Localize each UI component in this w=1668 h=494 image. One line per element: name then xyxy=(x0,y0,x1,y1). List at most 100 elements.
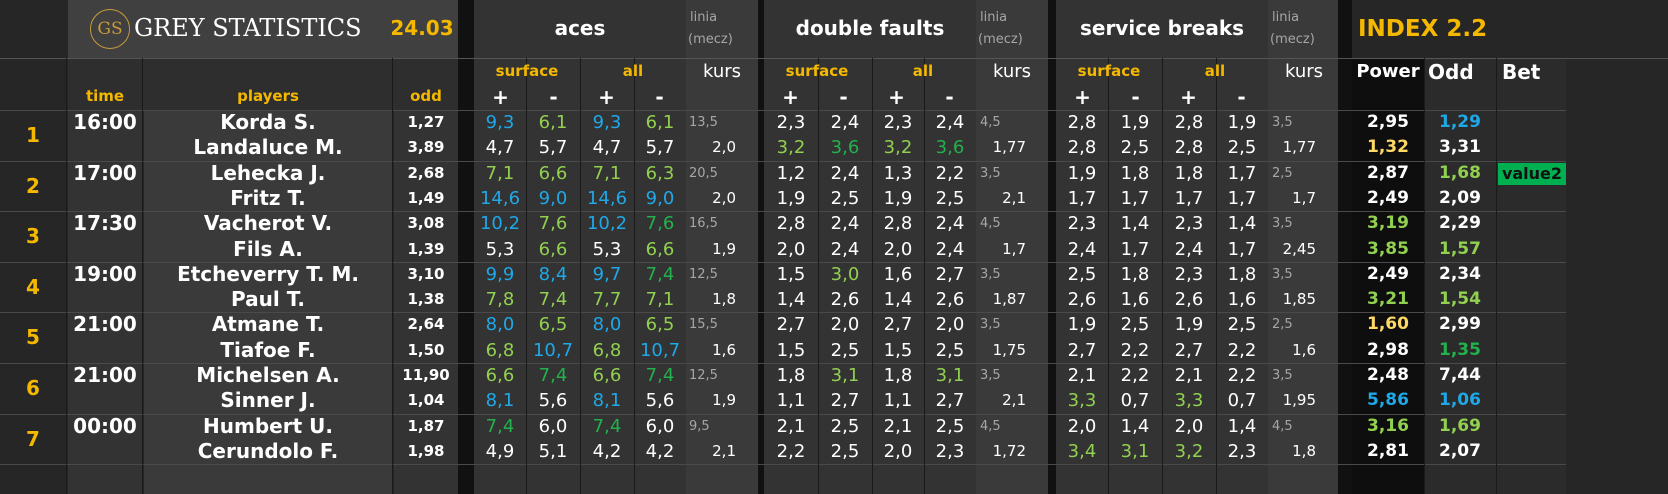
df-value: 1,8 xyxy=(776,365,806,386)
aces-value: 5,6 xyxy=(645,390,675,412)
gap-col xyxy=(1048,0,1056,494)
gap-col xyxy=(1338,0,1352,494)
sb-value: 1,4 xyxy=(1227,213,1257,235)
sb-value: 2,3 xyxy=(1227,440,1257,462)
sb-value: 2,3 xyxy=(1174,213,1204,235)
sb-value: 1,4 xyxy=(1120,213,1150,235)
match-time: 00:00 xyxy=(73,413,137,438)
players-col xyxy=(144,110,392,494)
aces-value: 9,3 xyxy=(592,112,622,133)
df-line: 3,5 xyxy=(980,317,1001,333)
col-divider xyxy=(66,58,67,494)
time-col xyxy=(68,110,142,494)
sb-value: 2,1 xyxy=(1174,365,1204,386)
value-badge-bg xyxy=(1498,162,1566,185)
df-minus-label: - xyxy=(945,85,954,109)
aces-value: 4,2 xyxy=(645,440,675,462)
df-plus-label: + xyxy=(782,85,799,109)
df-value: 2,1 xyxy=(883,415,913,437)
index-odd-value: 2,09 xyxy=(1439,187,1481,208)
aces-value: 6,6 xyxy=(645,238,675,260)
bet-label: Bet xyxy=(1502,60,1541,84)
sb-value: 1,7 xyxy=(1067,187,1097,209)
sb-line: 2,5 xyxy=(1272,165,1293,181)
sb-value: 1,4 xyxy=(1227,415,1257,437)
player-name: Cerundolo F. xyxy=(197,438,339,463)
col-divider xyxy=(634,58,635,494)
sb-line: 3,5 xyxy=(1272,266,1293,282)
aces-value: 5,6 xyxy=(538,390,568,412)
col-divider xyxy=(818,58,819,494)
aces-value: 6,6 xyxy=(592,365,622,386)
df-value: 2,5 xyxy=(830,187,860,209)
df-value: 2,5 xyxy=(830,440,860,462)
player-odd: 3,10 xyxy=(407,264,445,283)
sb-value: 1,7 xyxy=(1120,238,1150,260)
aces-surface-label: surface xyxy=(495,62,559,80)
sb-value: 1,8 xyxy=(1174,162,1204,184)
aces-value: 8,1 xyxy=(485,390,515,412)
aces-value: 7,6 xyxy=(538,213,568,235)
df-value: 2,7 xyxy=(883,314,913,336)
power-value: 3,85 xyxy=(1367,238,1409,259)
sb-value: 2,0 xyxy=(1174,415,1204,437)
row-divider xyxy=(0,464,1566,466)
col-divider xyxy=(580,58,581,494)
player-name: Lehecka J. xyxy=(210,160,326,185)
sb-value: 2,5 xyxy=(1227,314,1257,336)
row-divider xyxy=(0,110,1566,111)
col-divider xyxy=(872,58,873,494)
sb-value: 1,7 xyxy=(1120,187,1150,209)
match-number: 7 xyxy=(26,426,40,451)
df-line: 4,5 xyxy=(980,216,1001,232)
power-value: 2,49 xyxy=(1367,187,1409,208)
sb-value: 2,4 xyxy=(1174,238,1204,260)
players-label: players xyxy=(237,87,299,105)
df-value: 1,1 xyxy=(776,390,806,412)
linia-label: linia xyxy=(690,10,718,25)
sb-kurs-col xyxy=(1268,0,1338,494)
index-odd-value: 1,57 xyxy=(1439,238,1481,259)
df-value: 2,0 xyxy=(883,440,913,462)
power-value: 3,21 xyxy=(1367,289,1409,310)
sb-kurs: 1,85 xyxy=(1282,290,1316,309)
player-odd: 3,89 xyxy=(407,138,445,157)
col-divider xyxy=(1216,58,1217,494)
player-odd: 1,04 xyxy=(407,391,445,410)
df-kurs: 2,1 xyxy=(1002,391,1026,410)
mecz-label: (mecz) xyxy=(978,32,1023,47)
aces-value: 9,7 xyxy=(592,263,622,285)
index-odd-value: 2,99 xyxy=(1439,314,1481,335)
aces-value: 7,4 xyxy=(538,289,568,311)
df-value: 2,4 xyxy=(935,213,965,235)
player-name: Vacherot V. xyxy=(203,211,333,236)
sb-value: 1,9 xyxy=(1174,314,1204,336)
sb-value: 2,5 xyxy=(1120,137,1150,159)
df-value: 2,6 xyxy=(830,289,860,311)
player-odd: 11,90 xyxy=(402,366,450,384)
logo-mark: GS xyxy=(90,9,130,49)
df-value: 1,5 xyxy=(883,339,913,361)
sb-plus-label: + xyxy=(1180,85,1197,109)
odd-label: odd xyxy=(410,87,442,105)
aces-minus-label: - xyxy=(655,85,664,109)
df-line: 3,5 xyxy=(980,368,1001,383)
aces-line: 16,5 xyxy=(689,216,718,232)
df-value: 2,5 xyxy=(830,339,860,361)
df-value: 2,7 xyxy=(776,314,806,336)
aces-value: 6,8 xyxy=(485,339,515,361)
aces-line: 15,5 xyxy=(689,317,718,333)
aces-plus-label: + xyxy=(598,85,615,109)
index-odd-value: 3,31 xyxy=(1439,137,1481,158)
index-odd-value: 1,06 xyxy=(1439,390,1481,411)
df-value: 2,5 xyxy=(935,187,965,209)
kurs-label: kurs xyxy=(1284,61,1324,82)
sb-value: 1,7 xyxy=(1174,187,1204,209)
index-odd-value: 2,34 xyxy=(1439,263,1481,284)
sb-minus-label: - xyxy=(1131,85,1140,109)
odd-col xyxy=(1424,58,1496,494)
sb-value: 1,8 xyxy=(1227,263,1257,285)
aces-title: aces xyxy=(554,16,606,40)
aces-value: 4,7 xyxy=(592,137,622,159)
aces-value: 7,1 xyxy=(645,289,675,311)
